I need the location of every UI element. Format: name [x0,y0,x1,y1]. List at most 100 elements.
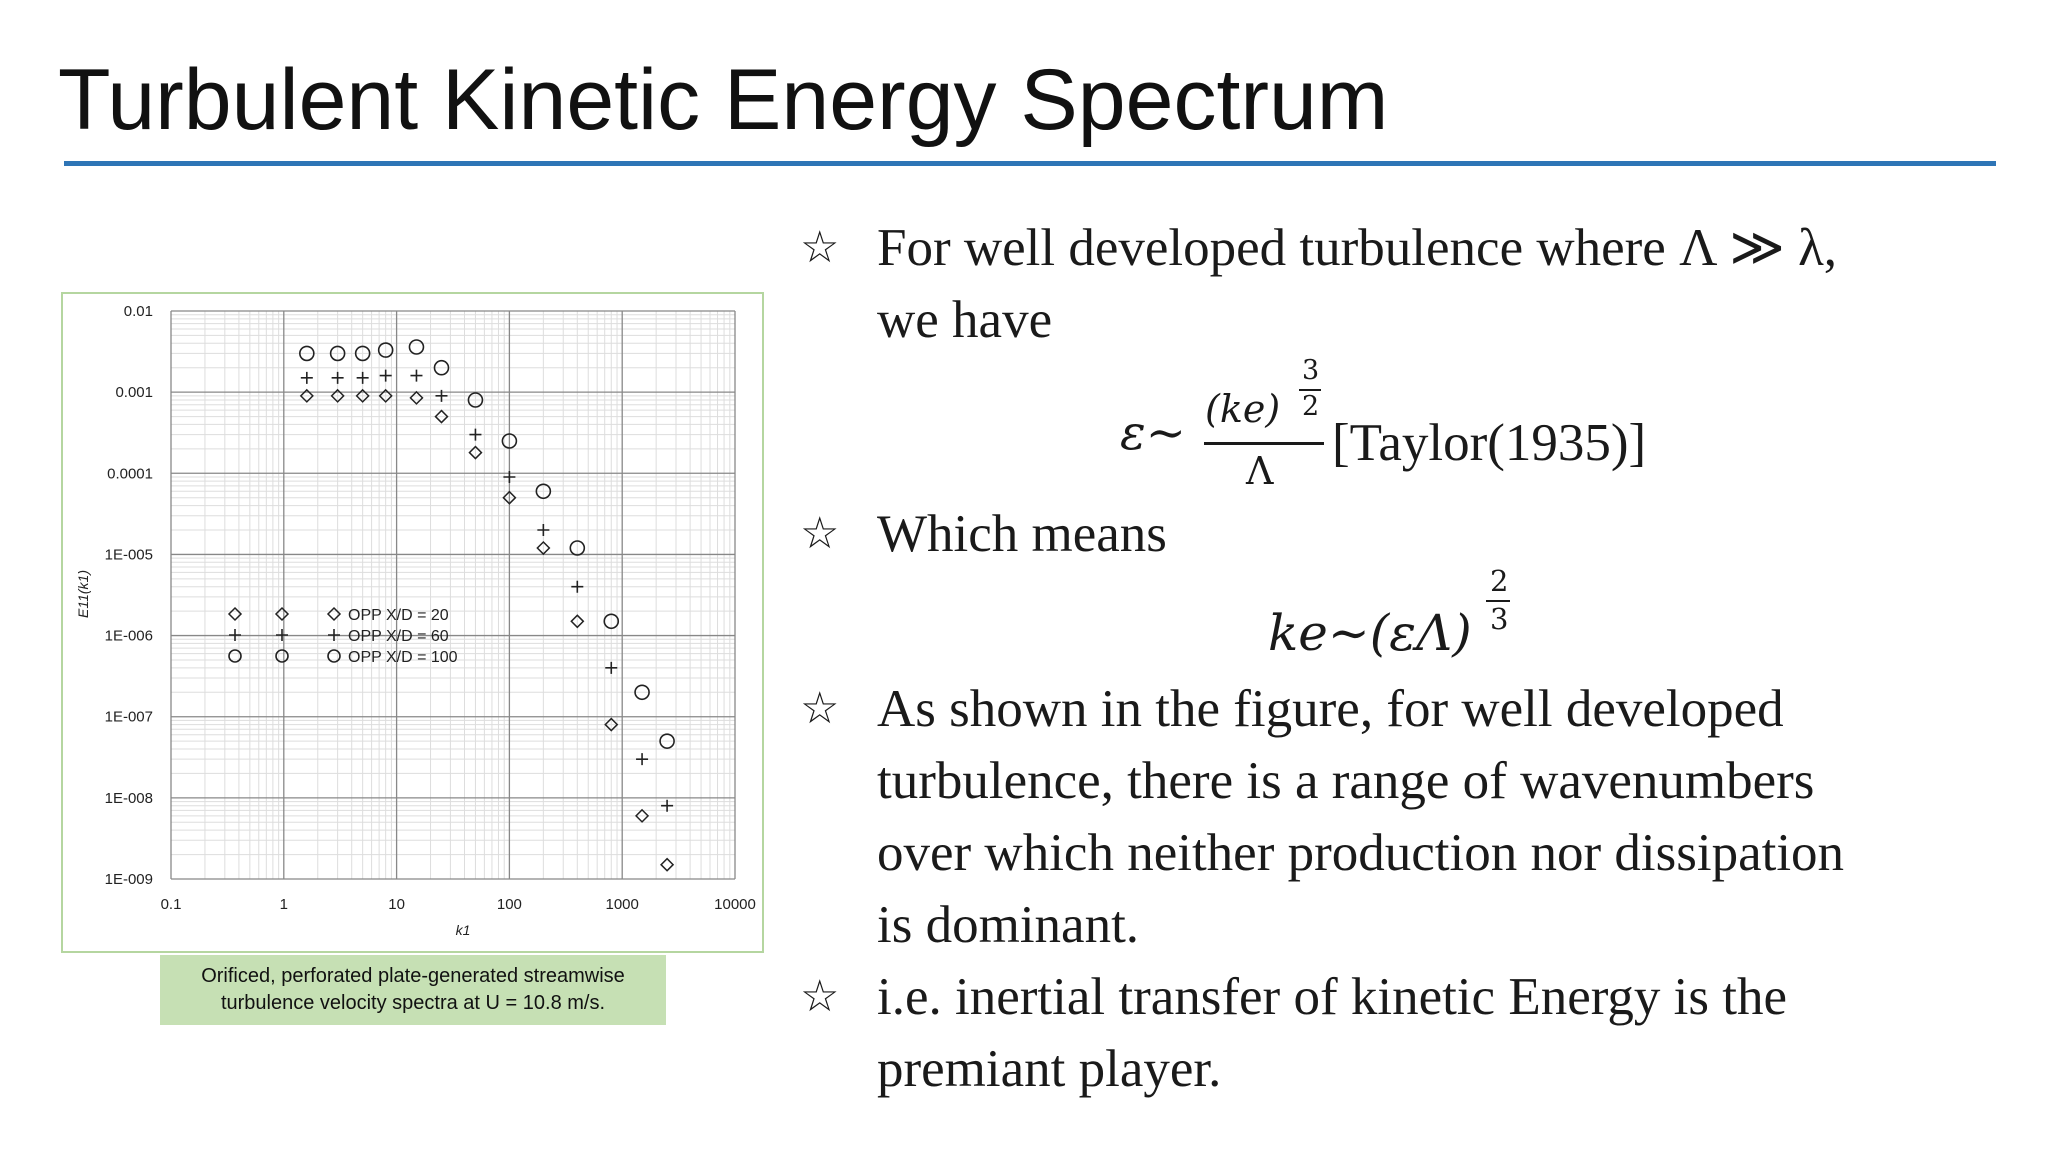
data-point [603,613,620,630]
legend-entry: OPP X/D = 60 [229,628,449,645]
eq1-citation: [Taylor(1935)] [1332,414,1647,472]
legend-label: OPP X/D = 60 [348,628,449,645]
title-underline [64,161,1996,166]
x-tick-label: 10000 [714,896,756,913]
legend-label: OPP X/D = 20 [348,607,449,624]
eq2-exp-bar [1486,600,1510,602]
data-point [299,345,315,362]
data-point [537,524,550,537]
eq2-body: ke∼(εΛ) [1268,604,1472,662]
data-point [503,470,516,483]
legend-label: OPP X/D = 100 [348,649,458,666]
data-point [434,409,449,424]
data-point [469,428,482,441]
bullet-4-line-1: i.e. inertial transfer of kinetic Energy… [877,968,1788,1026]
data-point [604,717,619,732]
data-point [605,661,618,674]
data-point [330,388,345,403]
data-series [299,388,675,872]
star-bullet-icon: ☆ [800,971,840,1022]
x-axis-label: k1 [456,922,471,938]
x-tick-label: 1 [280,896,288,913]
data-point [331,371,344,384]
figure-caption: Orificed, perforated plate-generated str… [160,955,666,1025]
slide-title: Turbulent Kinetic Energy Spectrum [58,52,1389,148]
bullet-3-line-4: is dominant. [877,896,1140,954]
data-point [329,345,346,362]
bullet-3-line-1: As shown in the figure, for well develop… [877,680,1784,738]
data-point [378,388,393,403]
data-point [410,369,423,382]
bullet-1-line-1: For well developed turbulence where Λ ≫ … [877,219,1838,277]
data-point [501,433,518,449]
legend-marker [328,629,340,641]
data-point [435,389,448,402]
eq1-exp-num: 3 [1302,355,1320,386]
data-point [636,753,649,766]
eq2-exp-num: 2 [1490,564,1509,598]
data-point [377,342,394,358]
legend-marker [327,649,341,663]
y-tick-label: 1E-005 [105,546,153,563]
legend-entry: OPP X/D = 100 [228,649,458,666]
data-point [536,540,551,556]
equation-kinetic-energy: ke∼(εΛ) 2 3 [1268,560,1538,670]
legend-marker [275,649,289,663]
y-tick-label: 0.01 [124,303,153,320]
legend-marker [326,606,342,622]
data-point [635,808,650,823]
data-point [354,345,371,362]
data-point [467,392,484,408]
star-bullet-icon: ☆ [800,683,840,734]
bullet-3-line-2: turbulence, there is a range of wavenumb… [877,752,1815,810]
eq1-exp-den: 2 [1302,391,1320,422]
data-point [634,684,650,701]
data-point [571,580,584,593]
legend-entry: OPP X/D = 20 [227,606,449,624]
y-tick-label: 1E-008 [105,790,153,807]
data-point [408,339,425,355]
star-bullet-icon: ☆ [800,508,840,559]
data-point [502,490,517,505]
x-tick-label: 100 [497,896,522,913]
data-point [355,388,370,403]
data-point [570,614,585,629]
eq1-exp-bar [1299,389,1321,391]
data-point [433,359,450,376]
data-series [299,339,675,749]
eq2-exp-den: 3 [1490,602,1509,636]
y-tick-label: 0.0001 [107,465,153,482]
x-tick-label: 0.1 [161,896,182,913]
eq1-lhs: ε∼ [1120,405,1186,461]
legend-marker [274,606,290,622]
x-tick-label: 10 [388,896,405,913]
caption-line-2: turbulence velocity spectra at U = 10.8 … [220,992,606,1014]
legend-marker [227,606,243,622]
y-tick-label: 0.001 [115,384,153,401]
bullet-4-line-2: premiant player. [877,1040,1222,1098]
data-point [356,371,369,384]
spectrum-figure: 0.1 1 10 100 1000 10000 0.01 0.001 0.0001 1E-005 1… [61,292,764,953]
bullet-3-line-3: over which neither production nor dissip… [877,824,1845,882]
legend-marker [229,629,241,641]
data-point [660,857,675,872]
data-point [379,369,392,382]
data-point [409,390,424,405]
data-point [535,483,552,500]
data-point [569,540,586,556]
star-bullet-icon: ☆ [800,222,840,273]
legend-marker [276,629,288,641]
bullet-2-text: Which means [877,505,1167,563]
data-series [300,369,674,812]
spectrum-chart: 0.1 1 10 100 1000 10000 0.01 0.001 0.0001 1E-005 1… [75,303,756,938]
data-point [661,799,674,812]
equation-dissipation: ε∼ (ke) 3 2 Λ [Taylor(1935)] [1120,355,1680,505]
legend-marker [228,649,242,663]
eq1-numerator: (ke) [1205,387,1281,431]
y-tick-label: 1E-006 [105,628,153,645]
caption-line-1: Orificed, perforated plate-generated str… [201,965,625,987]
data-point [300,371,313,384]
data-point [659,733,675,749]
y-axis-label: E11(k1) [75,570,91,618]
y-tick-label: 1E-007 [105,709,153,726]
